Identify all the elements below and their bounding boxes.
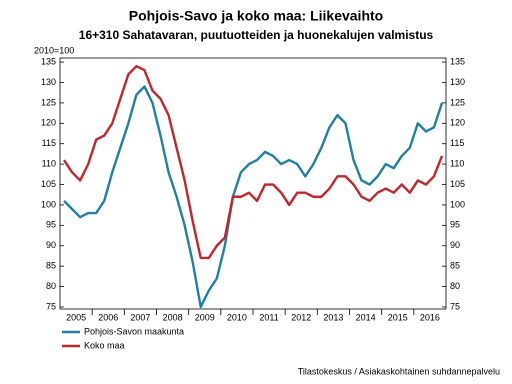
y2-tick-label: 110 [450,158,464,168]
y2-tick-label: 100 [450,199,465,209]
x-tick-label: 2011 [259,312,278,322]
y2-tick-label: 120 [450,118,465,128]
y-tick-label: 125 [41,97,56,107]
y2-tick-label: 130 [450,77,465,87]
x-tick-label: 2006 [98,312,118,322]
y2-tick-label: 75 [450,301,460,311]
y-tick-label: 100 [41,199,56,209]
legend-label: Pohjois-Savon maakunta [84,326,184,336]
plot-frame [59,57,447,310]
series-line [63,64,444,260]
chart-subtitle: 16+310 Sahatavaran, puutuotteiden ja huo… [79,28,434,42]
y2-tick-label: 95 [450,220,460,230]
source: Tilastokeskus / Asiakaskohtainen suhdann… [298,366,500,376]
y-tick-label: 115 [42,138,56,148]
x-tick-label: 2007 [130,312,150,322]
x-tick-label: 2015 [388,312,408,322]
x-tick-label: 2005 [66,312,86,322]
y2-tick-label: 105 [450,179,465,189]
y-tick-label: 120 [41,118,56,128]
y2-tick-label: 135 [450,56,465,66]
legend-label: Koko maa [84,340,125,350]
y-tick-label: 80 [46,281,56,291]
y-tick-label: 130 [41,77,56,87]
x-tick-label: 2009 [195,312,215,322]
y-tick-label: 90 [46,240,56,250]
x-tick-label: 2014 [356,312,376,322]
y-tick-label: 95 [46,220,56,230]
y2-tick-label: 85 [450,261,460,271]
x-tick-label: 2008 [163,312,183,322]
y2-tick-label: 80 [450,281,460,291]
x-tick-label: 2012 [291,312,311,322]
x-tick-label: 2010 [227,312,247,322]
chart-title: Pohjois-Savo ja koko maa: Liikevaihto [129,8,383,24]
y2-tick-label: 115 [450,138,464,148]
series-line [63,85,444,309]
y-axis-label: 2010=100 [34,45,74,55]
y2-tick-label: 90 [450,240,460,250]
y2-tick-label: 125 [450,97,465,107]
x-tick-label: 2016 [420,312,440,322]
y-tick-label: 135 [41,56,56,66]
y-tick-label: 110 [42,158,56,168]
y-tick-label: 75 [46,301,56,311]
y-tick-label: 85 [46,261,56,271]
x-tick-label: 2013 [323,312,343,322]
y-tick-label: 105 [41,179,56,189]
